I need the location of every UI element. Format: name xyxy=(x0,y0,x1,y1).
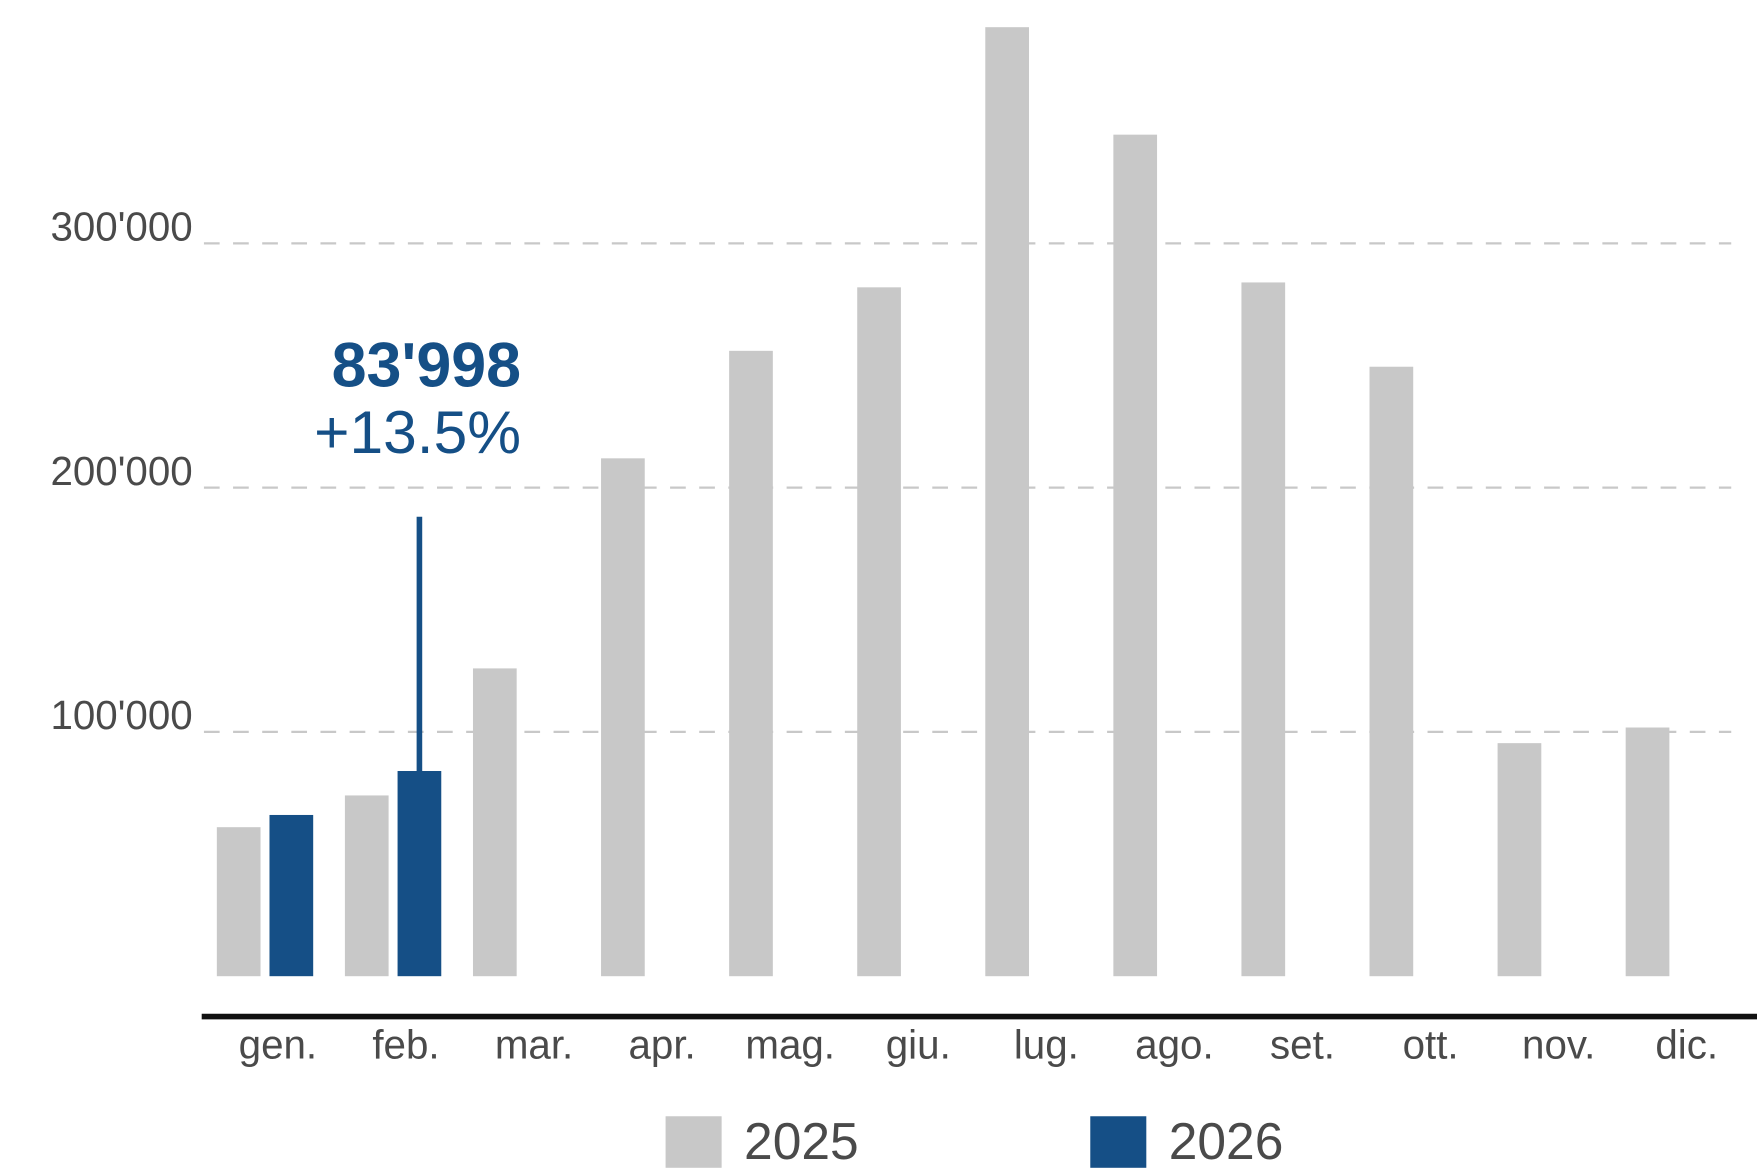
x-tick-label: nov. xyxy=(1522,1022,1595,1068)
x-tick-label: apr. xyxy=(628,1022,695,1068)
x-tick-label: set. xyxy=(1270,1022,1335,1068)
bar xyxy=(344,795,389,977)
x-tick-label: mar. xyxy=(495,1022,573,1068)
x-tick-label: mag. xyxy=(745,1022,835,1068)
x-tick-label: gen. xyxy=(239,1022,318,1068)
legend-swatch xyxy=(1090,1116,1147,1168)
y-tick-label: 100'000 xyxy=(50,692,192,738)
bar xyxy=(985,27,1029,977)
x-tick-label: ago. xyxy=(1135,1022,1213,1068)
y-tick-label: 200'000 xyxy=(50,448,192,494)
x-tick-label: dic. xyxy=(1655,1022,1718,1068)
bar xyxy=(397,770,442,977)
y-tick-label: 300'000 xyxy=(50,204,192,250)
bar xyxy=(601,458,645,977)
bar xyxy=(269,814,314,977)
bar xyxy=(472,668,517,977)
legend-label: 2025 xyxy=(744,1112,859,1168)
legend-label: 2026 xyxy=(1169,1112,1284,1168)
bar xyxy=(1497,743,1542,977)
bar xyxy=(1625,727,1670,977)
x-tick-label: ott. xyxy=(1403,1022,1459,1068)
x-tick-label: feb. xyxy=(372,1022,439,1068)
bar xyxy=(729,350,773,977)
annotation-value: 83'998 xyxy=(332,331,521,401)
bar xyxy=(216,827,261,977)
bar xyxy=(1241,282,1286,977)
bar xyxy=(857,287,901,977)
bar xyxy=(1369,366,1414,977)
legend-swatch xyxy=(665,1116,722,1168)
bar xyxy=(1113,134,1158,977)
x-tick-label: lug. xyxy=(1014,1022,1079,1068)
annotation-change: +13.5% xyxy=(314,398,521,466)
x-tick-label: giu. xyxy=(886,1022,951,1068)
